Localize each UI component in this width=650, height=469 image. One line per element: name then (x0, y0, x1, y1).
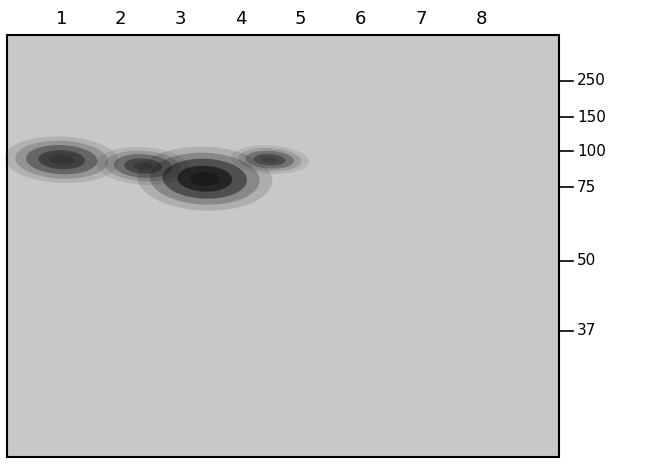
Ellipse shape (177, 166, 232, 192)
Text: 6: 6 (355, 10, 367, 28)
Ellipse shape (96, 147, 190, 185)
Ellipse shape (5, 136, 119, 183)
Ellipse shape (190, 172, 220, 186)
Text: 150: 150 (577, 110, 606, 125)
Ellipse shape (49, 155, 74, 165)
Text: 250: 250 (577, 73, 606, 88)
Ellipse shape (261, 157, 278, 163)
Text: 5: 5 (294, 10, 306, 28)
Ellipse shape (133, 162, 153, 170)
Ellipse shape (150, 153, 259, 204)
Ellipse shape (16, 141, 108, 179)
Ellipse shape (26, 145, 97, 174)
Ellipse shape (238, 148, 302, 171)
Text: 50: 50 (577, 254, 597, 268)
Ellipse shape (162, 159, 247, 199)
Ellipse shape (246, 151, 294, 169)
Text: 1: 1 (56, 10, 68, 28)
Text: 75: 75 (577, 180, 597, 195)
Ellipse shape (254, 154, 285, 166)
Text: 8: 8 (475, 10, 487, 28)
Bar (6, 35, 559, 457)
Ellipse shape (38, 150, 85, 169)
Text: 37: 37 (577, 323, 597, 338)
Text: 3: 3 (175, 10, 187, 28)
Text: 100: 100 (577, 144, 606, 159)
Ellipse shape (124, 159, 162, 174)
Text: 4: 4 (235, 10, 246, 28)
Ellipse shape (137, 147, 272, 211)
Ellipse shape (105, 151, 181, 182)
Ellipse shape (114, 154, 172, 178)
Text: 7: 7 (415, 10, 427, 28)
Ellipse shape (231, 145, 309, 174)
Text: 2: 2 (114, 10, 126, 28)
